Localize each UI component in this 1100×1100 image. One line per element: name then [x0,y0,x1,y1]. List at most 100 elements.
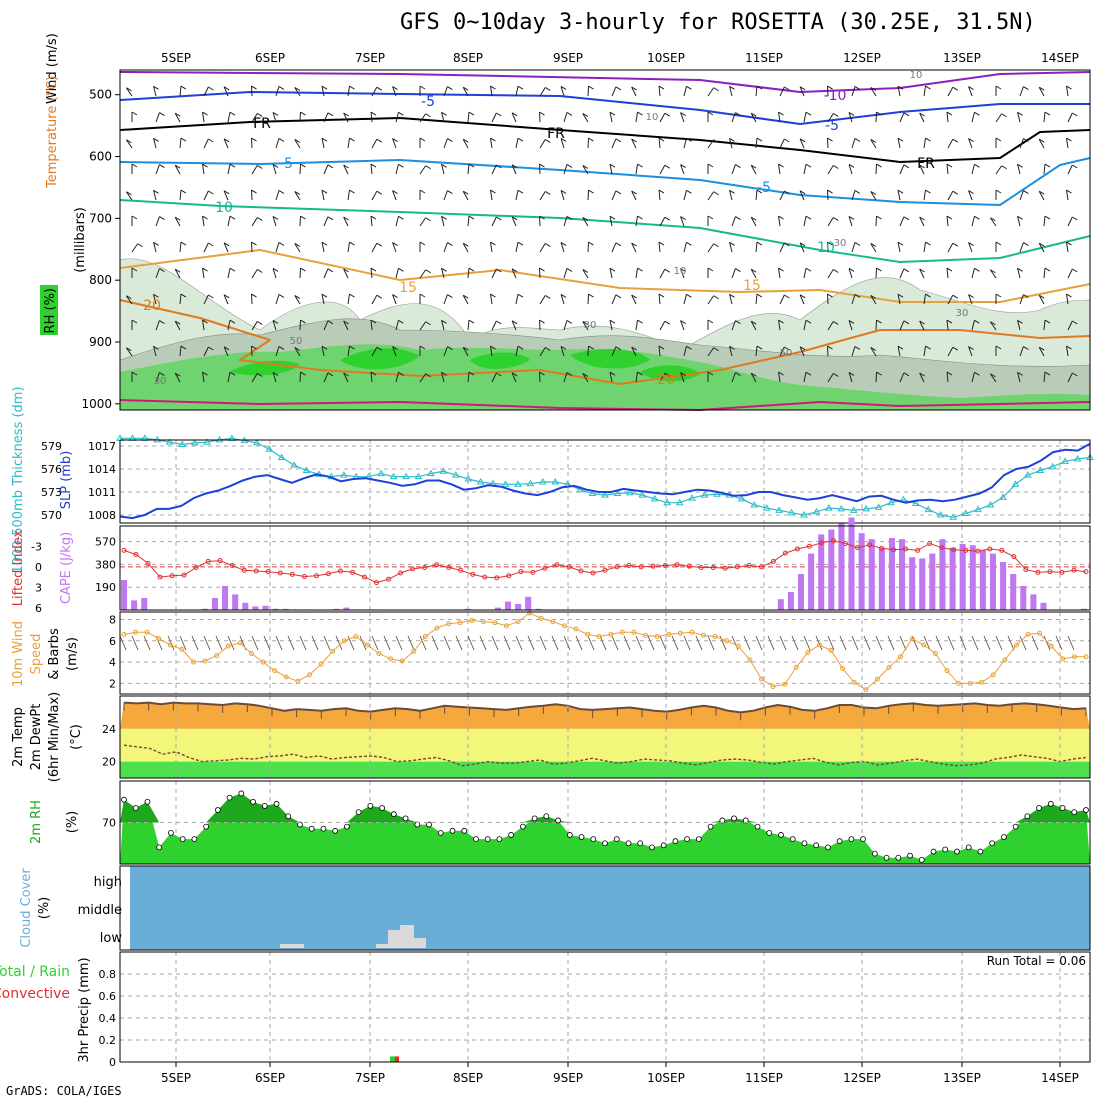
wind-barb-flag [735,164,741,169]
wind-barb-flag [1072,164,1078,169]
wind-barb-flag [1066,137,1072,142]
li-point-7 [205,558,211,564]
li-point-40 [602,567,608,573]
wind-barb [1043,216,1046,227]
wind-barb [155,320,160,331]
wind-barb [1043,112,1046,123]
wind-barb-flag [278,242,285,246]
wind-barb-flag [419,189,426,194]
thickness-point-76 [1061,457,1070,464]
wind-barb [971,320,975,331]
wind-barb [395,372,399,383]
cape-bar-10 [222,586,229,610]
wind-barb-flag [153,189,159,194]
li-point-68 [939,545,945,551]
wind-barb [659,320,666,331]
wind-barb-flag [490,189,496,194]
wind-barb [779,138,785,149]
wind-barb [227,372,231,383]
wind-barb-flag [159,216,165,221]
wind-barb-flag [784,242,790,247]
rh-point-50 [707,823,714,830]
wind-barb [707,243,715,253]
wind-point-28 [446,621,452,627]
slp-tick-label-0: 1008 [88,509,116,522]
surface-wind-barb [263,635,271,651]
thickness-point-33 [526,479,535,487]
li-point-34 [530,569,536,575]
wind-barb-flag [805,371,812,376]
wind-barb [609,164,613,175]
wind-barb-flag [609,111,616,116]
wind-barb [923,294,926,305]
wind-barb [462,138,469,149]
wind-barb [946,164,949,175]
thickness-point-50 [737,494,746,502]
temp-contour-minus5-cyan [119,157,1091,206]
wind-barb-flag [1044,319,1051,324]
wind-barb-flag [658,241,665,246]
precip-run-total: Run Total = 0.06 [987,954,1086,968]
wind-barb-flag [637,371,643,376]
cape-bar-71 [838,523,845,610]
wind-barb-flag [159,372,165,377]
wind-barb [515,86,519,97]
precip-tick-label-2: 0.4 [99,1012,117,1025]
wind-barb-flag [272,268,279,272]
thickness-point-65 [924,505,933,513]
wind-barb [658,294,661,305]
wind-axis-title-2: Speed [29,634,44,675]
rh-point-39 [578,834,585,840]
wind-barb-flag [462,190,469,195]
thickness-point-74 [1036,466,1045,474]
rh-point-61 [836,838,843,845]
wind-barb-flag [131,163,138,168]
wind-barb-flag [974,371,980,376]
cape-bar-67 [797,574,805,610]
surface-wind-barb [347,635,355,651]
wind-point-3 [156,636,162,642]
wind-barb-flag [202,371,208,376]
wind-barb-flag [560,86,567,90]
rh-point-34 [519,823,526,830]
temp-band-orange [120,702,1090,729]
upper-wind-barbs [125,85,1078,383]
wind-barb-flag [784,138,790,143]
wind-barb-flag [750,112,757,117]
surface-wind-barb [923,635,931,651]
contour-label-19: 50 [290,336,303,347]
thickness-point-18 [339,471,348,478]
wind-barb-flag [799,138,806,143]
wind-barb [251,165,258,175]
wind-barb [370,216,373,227]
wind-barb-flag [1001,165,1007,170]
li-point-25 [422,565,428,571]
wind-point-18 [330,648,336,654]
wind-barb [179,138,182,149]
wind-point-37 [550,619,556,625]
wind-point-66 [886,664,892,670]
wind-point-24 [399,658,405,664]
wind-barb-flag [952,86,959,91]
temp-frame [119,695,1091,779]
legend-rh-label: RH (%) [43,288,58,333]
wind-barb [1017,372,1021,383]
wind-barb-flag [202,215,208,220]
wind-barb-flag [137,243,143,248]
wind-barb-flag [713,87,719,92]
contour-label-3: FR [253,116,271,132]
wind-barb [321,86,325,97]
wind-barb [947,346,954,357]
surface-wind-barb [743,635,751,651]
wind-barb [683,242,687,253]
thickness-point-58 [837,504,846,512]
wind-barb-flag [827,293,833,298]
wind-barb-flag [392,242,398,247]
wind-barb [995,165,1003,175]
wind-barb-flag [680,216,686,221]
wind-barb [131,243,139,253]
wind-barb [560,190,565,201]
wind-barb-flag [566,372,573,376]
wind-point-40 [585,631,591,637]
surface-wind-barb [227,635,235,651]
